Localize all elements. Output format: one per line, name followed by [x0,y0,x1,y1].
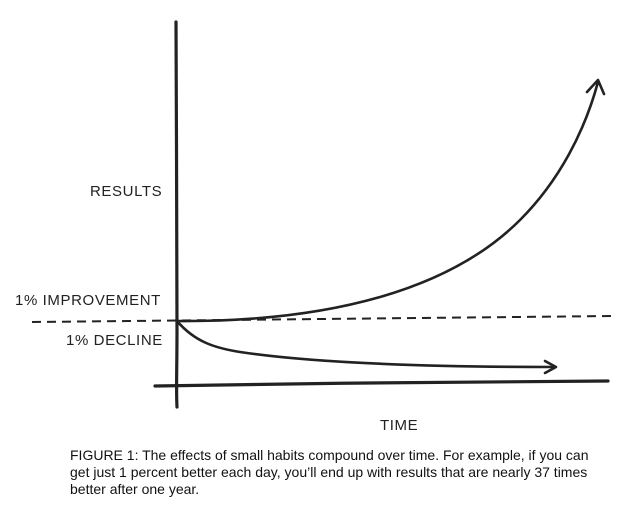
habit-compounding-figure: RESULTS 1% IMPROVEMENT 1% DECLINE TIME [15,20,613,434]
y-axis-label: RESULTS [90,183,163,200]
improvement-curve [175,80,600,323]
improvement-label: 1% IMPROVEMENT [15,292,161,309]
decline-curve [175,319,557,369]
figure-caption: FIGURE 1: The effects of small habits co… [70,447,589,497]
x-axis-label: TIME [380,417,419,434]
y-axis [174,20,179,409]
decline-label: 1% DECLINE [66,332,163,349]
figure-graphic [31,20,613,409]
improvement-arrowhead [585,78,606,96]
baseline-dashed-line [31,315,613,323]
x-axis [153,379,610,388]
decline-arrowhead [543,359,558,375]
